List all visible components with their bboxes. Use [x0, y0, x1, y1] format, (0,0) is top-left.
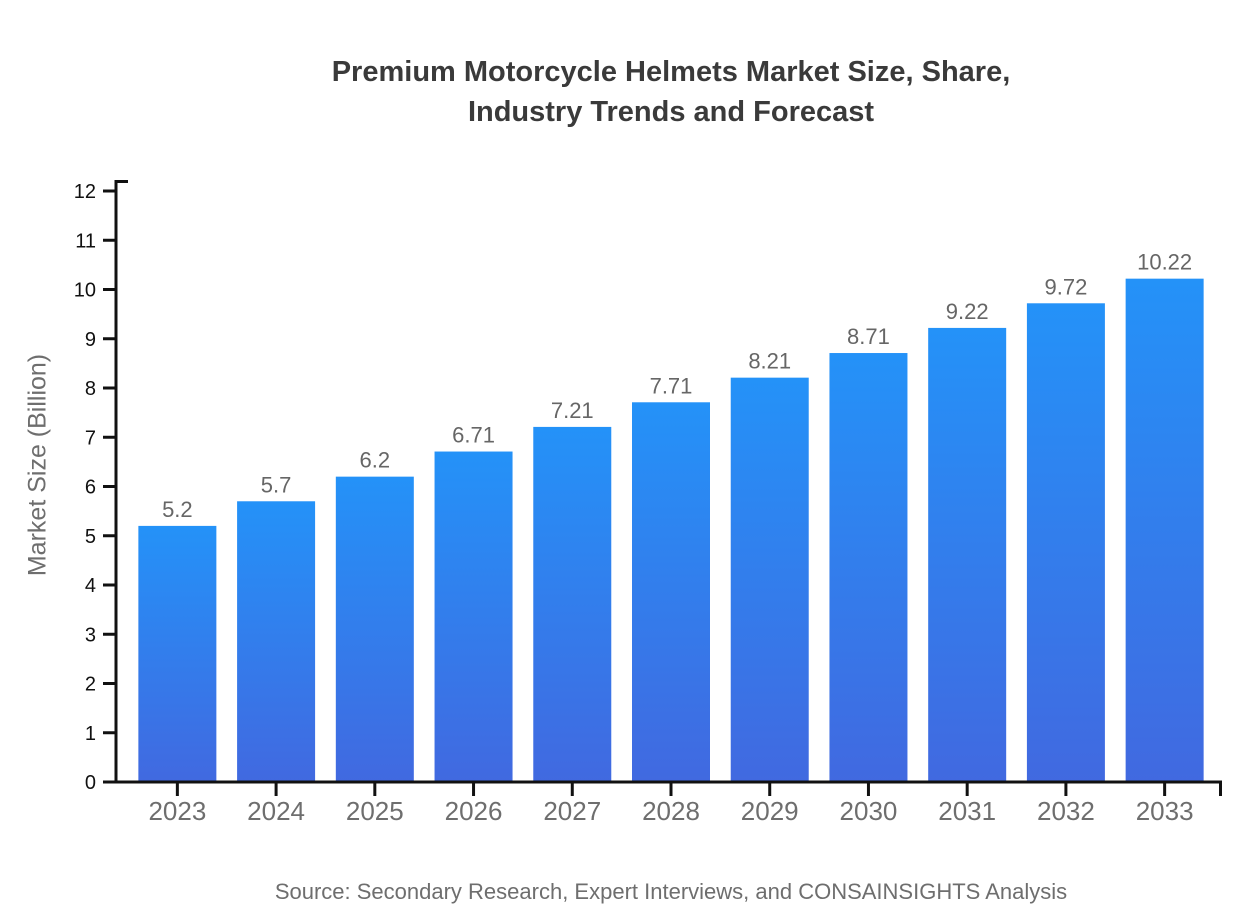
y-tick-label-12: 12 [74, 181, 96, 203]
x-tick-label-2025: 2025 [346, 796, 404, 826]
bar-2033 [1125, 278, 1204, 782]
bar-2031 [928, 327, 1007, 782]
x-tick-label-2032: 2032 [1037, 796, 1095, 826]
x-tick-label-2028: 2028 [642, 796, 700, 826]
value-label-2030: 8.71 [847, 324, 890, 349]
value-label-2026: 6.71 [452, 423, 495, 448]
y-tick-label-10: 10 [74, 280, 96, 302]
x-tick-label-2024: 2024 [247, 796, 305, 826]
chart-title: Premium Motorcycle Helmets Market Size, … [120, 52, 1222, 132]
y-tick-label-2: 2 [85, 674, 96, 696]
value-label-2033: 10.22 [1137, 250, 1192, 275]
y-tick-label-9: 9 [85, 329, 96, 351]
x-tick-label-2023: 2023 [148, 796, 206, 826]
labels-layer: 5.2 2023 5.7 2024 6.2 2025 6.71 2026 7.21 2027 7.7… [74, 181, 1194, 826]
bar-2027 [533, 426, 612, 782]
value-label-2032: 9.72 [1044, 274, 1087, 299]
source-attribution: Source: Secondary Research, Expert Inter… [274, 879, 1068, 904]
axes-layer [103, 180, 1222, 796]
bar-2026 [434, 451, 513, 782]
chart-title-line-2: Industry Trends and Forecast [467, 96, 875, 128]
y-tick-label-3: 3 [85, 624, 96, 646]
bar-2024 [237, 501, 316, 782]
bar-2029 [730, 377, 809, 782]
y-tick-label-6: 6 [85, 477, 96, 499]
y-tick-label-7: 7 [85, 427, 96, 449]
bars-layer [138, 278, 1204, 782]
y-tick-label-0: 0 [85, 772, 96, 794]
bar-2025 [335, 476, 414, 782]
bar-2030 [829, 353, 908, 782]
value-label-2025: 6.2 [360, 448, 391, 473]
x-tick-label-2027: 2027 [543, 796, 601, 826]
x-tick-label-2030: 2030 [840, 796, 898, 826]
x-tick-label-2033: 2033 [1136, 796, 1194, 826]
value-label-2028: 7.71 [650, 373, 693, 398]
bar-2023 [138, 525, 217, 782]
value-label-2027: 7.21 [551, 398, 594, 423]
x-tick-label-2029: 2029 [741, 796, 799, 826]
x-tick-label-2026: 2026 [445, 796, 503, 826]
y-tick-label-11: 11 [75, 230, 96, 252]
bar-2028 [632, 402, 710, 782]
value-label-2023: 5.2 [162, 497, 193, 522]
bar-2032 [1026, 303, 1105, 782]
value-label-2031: 9.22 [946, 299, 989, 324]
y-tick-label-8: 8 [85, 378, 96, 400]
y-tick-label-1: 1 [85, 723, 96, 745]
value-label-2029: 8.21 [748, 349, 791, 374]
value-label-2024: 5.7 [261, 472, 292, 497]
y-tick-label-5: 5 [85, 526, 96, 548]
x-tick-label-2031: 2031 [938, 796, 996, 826]
y-tick-label-4: 4 [85, 575, 96, 597]
chart-title-line-1: Premium Motorcycle Helmets Market Size, … [331, 56, 1011, 88]
